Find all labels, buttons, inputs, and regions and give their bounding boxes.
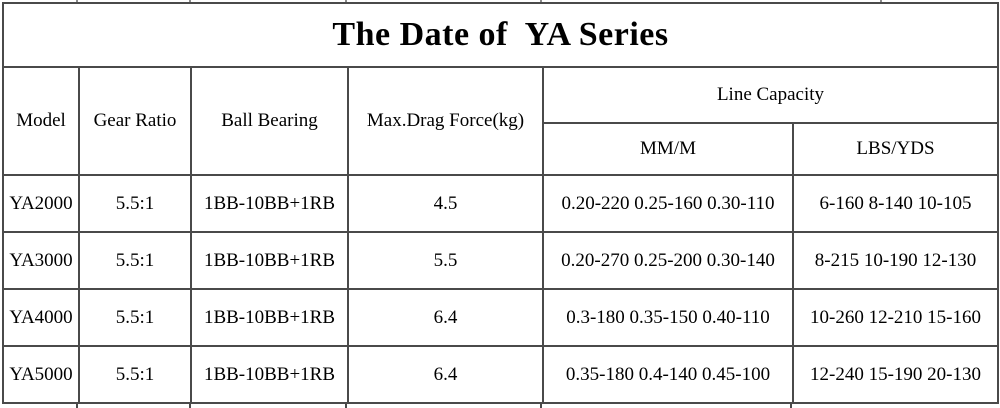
cell-gear-ratio: 5.5:1 xyxy=(78,288,192,347)
cell-line-capacity-mm: 0.20-270 0.25-200 0.30-140 xyxy=(542,231,794,290)
table-row-ya5000: YA5000 5.5:1 1BB-10BB+1RB 6.4 0.35-180 0… xyxy=(2,345,999,404)
table-row-ya4000: YA4000 5.5:1 1BB-10BB+1RB 6.4 0.3-180 0.… xyxy=(2,288,999,347)
page-title: The Date of YA Series xyxy=(2,2,999,68)
cell-model: YA4000 xyxy=(2,288,80,347)
title-row: The Date of YA Series xyxy=(2,2,999,68)
col-header-line-capacity: Line Capacity xyxy=(542,66,999,124)
cell-line-capacity-lbs: 12-240 15-190 20-130 xyxy=(792,345,999,404)
col-header-gear-ratio: Gear Ratio xyxy=(78,66,192,176)
cell-ball-bearing: 1BB-10BB+1RB xyxy=(190,231,349,290)
cell-line-capacity-lbs: 10-260 12-210 15-160 xyxy=(792,288,999,347)
col-header-model: Model xyxy=(2,66,80,176)
table-row-ya2000: YA2000 5.5:1 1BB-10BB+1RB 4.5 0.20-220 0… xyxy=(2,174,999,233)
header-row: Model Gear Ratio Ball Bearing Max.Drag F… xyxy=(2,66,999,176)
cell-model: YA5000 xyxy=(2,345,80,404)
table-row-ya3000: YA3000 5.5:1 1BB-10BB+1RB 5.5 0.20-270 0… xyxy=(2,231,999,290)
cell-line-capacity-mm: 0.3-180 0.35-150 0.40-110 xyxy=(542,288,794,347)
col-header-lbs-yds: LBS/YDS xyxy=(792,122,999,176)
cell-ball-bearing: 1BB-10BB+1RB xyxy=(190,288,349,347)
col-header-max-drag-force: Max.Drag Force(kg) xyxy=(347,66,544,176)
cell-model: YA3000 xyxy=(2,231,80,290)
crop-artifact-tick xyxy=(345,0,347,2)
crop-artifact-tick xyxy=(76,404,78,408)
crop-artifact-tick xyxy=(189,0,191,2)
cell-ball-bearing: 1BB-10BB+1RB xyxy=(190,345,349,404)
cell-line-capacity-lbs: 6-160 8-140 10-105 xyxy=(792,174,999,233)
col-header-ball-bearing: Ball Bearing xyxy=(190,66,349,176)
cell-line-capacity-mm: 0.20-220 0.25-160 0.30-110 xyxy=(542,174,794,233)
cell-gear-ratio: 5.5:1 xyxy=(78,174,192,233)
cell-max-drag: 6.4 xyxy=(347,345,544,404)
sub-header-row: MM/M LBS/YDS xyxy=(3,122,999,176)
crop-artifact-tick xyxy=(345,404,347,408)
crop-artifact-tick xyxy=(540,404,542,408)
col-header-mm-m: MM/M xyxy=(542,122,794,176)
crop-artifact-tick xyxy=(189,404,191,408)
cell-ball-bearing: 1BB-10BB+1RB xyxy=(190,174,349,233)
cell-max-drag: 6.4 xyxy=(347,288,544,347)
crop-artifact-tick xyxy=(790,404,792,408)
cell-max-drag: 4.5 xyxy=(347,174,544,233)
cell-model: YA2000 xyxy=(2,174,80,233)
cell-gear-ratio: 5.5:1 xyxy=(78,231,192,290)
crop-artifact-tick xyxy=(76,0,78,2)
cell-line-capacity-mm: 0.35-180 0.4-140 0.45-100 xyxy=(542,345,794,404)
cell-line-capacity-lbs: 8-215 10-190 12-130 xyxy=(792,231,999,290)
cell-gear-ratio: 5.5:1 xyxy=(78,345,192,404)
crop-artifact-tick xyxy=(540,0,542,2)
cell-max-drag: 5.5 xyxy=(347,231,544,290)
crop-artifact-tick xyxy=(880,0,882,2)
